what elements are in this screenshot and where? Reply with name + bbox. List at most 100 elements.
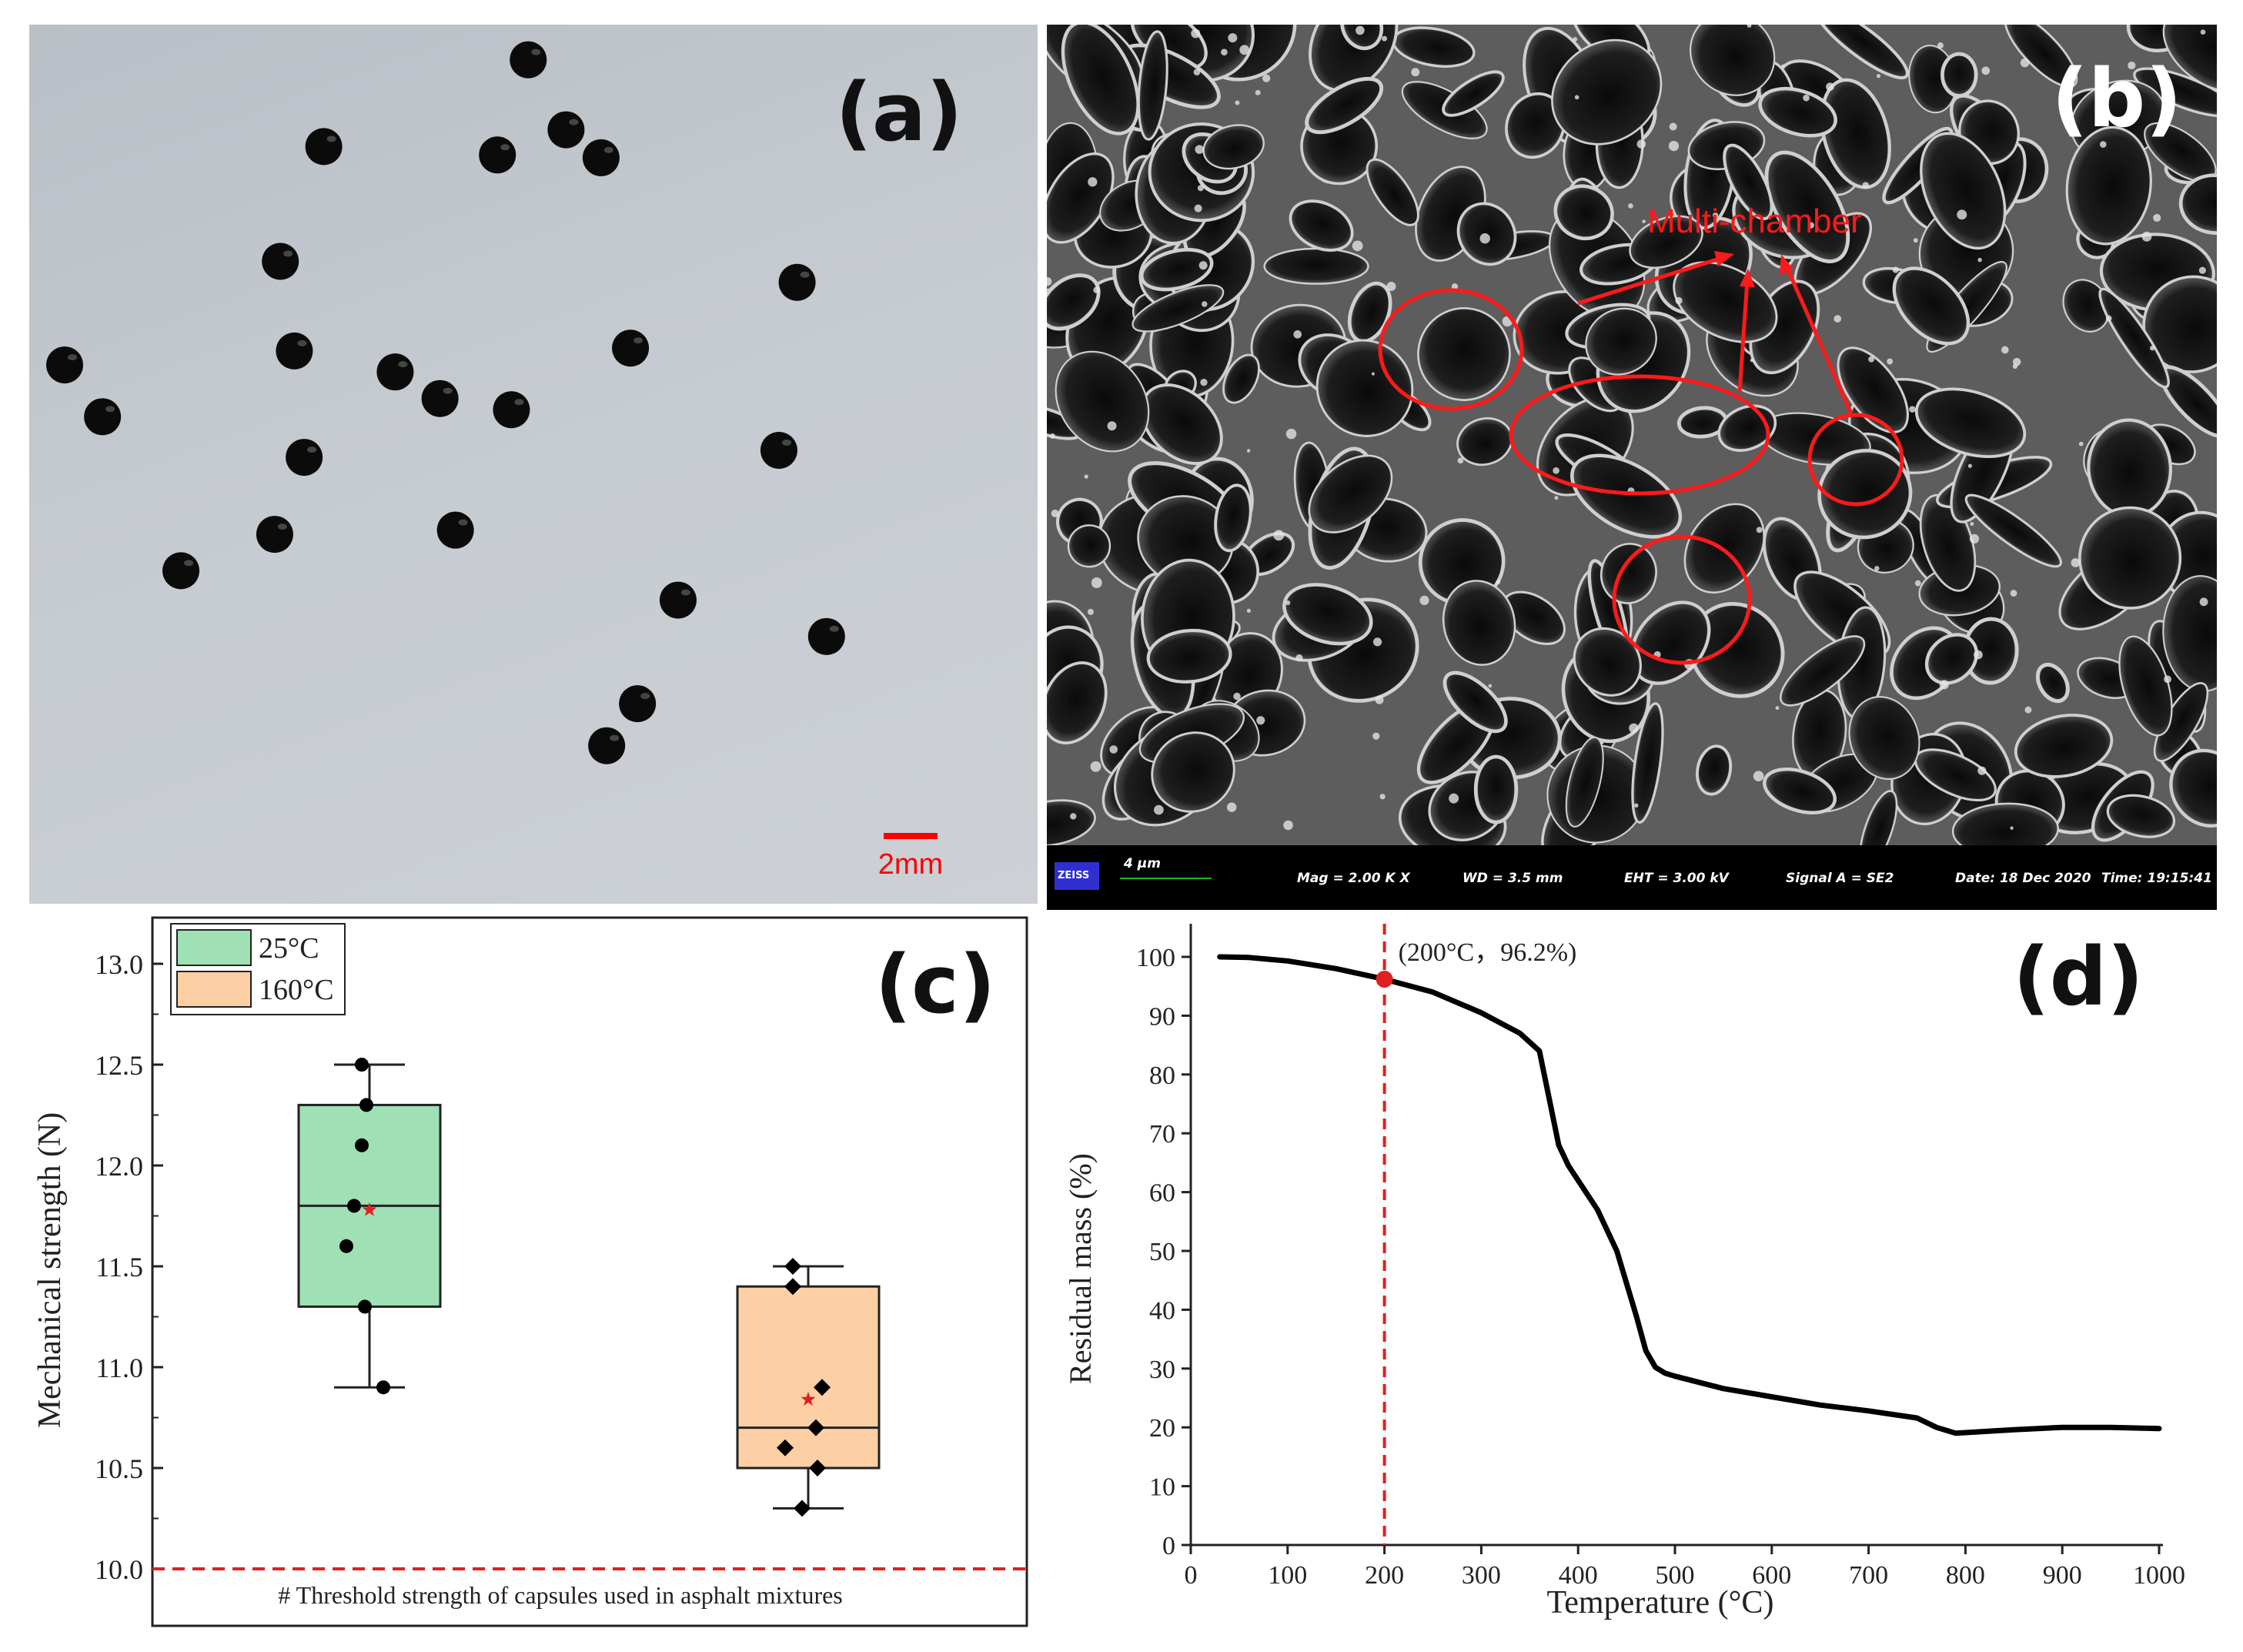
pore — [1047, 661, 1108, 745]
y-tick-label: 13.0 — [95, 949, 143, 980]
particle — [1194, 204, 1202, 212]
particle — [1675, 296, 1683, 305]
legend-label: 25°C — [259, 932, 319, 965]
panel-b-sem: Multi-chamber (b) ZEISS 4 μm Mag = 2.00 … — [1047, 25, 2217, 910]
pore — [1442, 670, 1508, 734]
data-point — [355, 1138, 369, 1152]
bead-highlight — [277, 523, 287, 530]
y-tick-label: 80 — [1149, 1062, 1175, 1090]
panel-a-photo: 2mm (a) — [29, 25, 1038, 904]
tga-curve — [1217, 954, 2162, 1436]
x-tick-label: 300 — [1462, 1561, 1501, 1590]
pore — [1137, 30, 1168, 141]
particle — [1449, 793, 1459, 804]
y-tick-label: 0 — [1162, 1532, 1175, 1560]
x-tick-label: 1000 — [2133, 1561, 2185, 1590]
bead-highlight — [680, 589, 690, 596]
particle — [1874, 566, 1880, 571]
particle — [1246, 608, 1251, 613]
bead-highlight — [68, 354, 78, 361]
particle — [1419, 595, 1429, 606]
panel-a-label: (a) — [835, 65, 962, 159]
pore — [1214, 483, 1252, 553]
pore — [1940, 52, 1978, 98]
pore — [1848, 696, 1920, 780]
pore — [1565, 736, 1604, 828]
particle — [1191, 28, 1201, 38]
multi-chamber-label: Multi-chamber — [1647, 202, 1862, 240]
particle — [1379, 794, 1386, 800]
bead — [510, 41, 547, 79]
y-tick-label: 10 — [1149, 1473, 1175, 1502]
particle — [1047, 277, 1052, 286]
bead — [436, 511, 474, 549]
particle — [1202, 301, 1208, 307]
particle — [1193, 69, 1201, 75]
pore — [1282, 583, 1373, 646]
y-tick-label: 10.0 — [95, 1554, 143, 1585]
particle — [1633, 803, 1639, 808]
bead — [276, 332, 313, 370]
data-point — [355, 1058, 369, 1072]
arrow-line-3 — [1783, 263, 1854, 415]
pore — [1553, 184, 1614, 241]
pore — [1837, 346, 1910, 433]
particle — [1496, 579, 1501, 584]
chamber-circle-1 — [1378, 288, 1524, 411]
particle — [1553, 467, 1559, 474]
particle — [1228, 33, 1238, 43]
data-point — [809, 1460, 826, 1476]
particle — [2001, 346, 2009, 354]
x-axis-title: Temperature (°C) — [1547, 1585, 1774, 1620]
particle — [1197, 185, 1204, 192]
pore — [1340, 25, 1384, 51]
chamber-circle-4 — [1612, 534, 1752, 665]
pore — [1202, 124, 1265, 170]
data-point — [784, 1258, 801, 1275]
y-tick-label: 70 — [1149, 1120, 1175, 1149]
particle — [1070, 813, 1077, 820]
bead-highlight — [500, 144, 510, 151]
y-tick-label: 90 — [1149, 1002, 1175, 1031]
particle — [1892, 266, 1899, 273]
particle — [1226, 802, 1237, 812]
pore — [1570, 453, 1683, 539]
pore — [1813, 25, 1909, 80]
pore — [2035, 663, 2070, 704]
tga-chart: 0 100 200 300 400 500 600 700 800 900 1000 0 10 20 30 4… — [1063, 924, 2185, 1620]
bead-highlight — [398, 361, 408, 368]
pore — [1417, 307, 1511, 401]
bead — [46, 346, 84, 384]
x-tick-label: 200 — [1365, 1561, 1404, 1590]
pore — [1047, 273, 1101, 331]
y-tick-label: 12.5 — [95, 1050, 143, 1081]
particle — [1382, 35, 1388, 42]
particle — [1355, 25, 1365, 35]
bead-highlight — [184, 560, 194, 567]
particle — [1090, 761, 1101, 772]
particle — [1807, 222, 1814, 229]
mean-marker — [801, 1391, 816, 1406]
data-point — [347, 1199, 361, 1213]
particle — [1084, 474, 1088, 479]
x-tick-label: 700 — [1849, 1561, 1888, 1590]
particle — [1200, 379, 1208, 386]
arrow-line-1 — [1577, 255, 1725, 306]
particle — [1668, 140, 1680, 152]
particle — [1747, 25, 1752, 28]
y-tick-label: 100 — [1136, 944, 1175, 972]
y-axis-title: Mechanical strength (N) — [32, 1112, 68, 1429]
tga-line — [1217, 954, 2162, 1436]
bead — [376, 353, 414, 391]
x-tick-label: 600 — [1752, 1561, 1791, 1590]
pore — [2014, 714, 2114, 778]
pore — [1631, 702, 1664, 824]
particle — [1488, 684, 1493, 688]
pore — [1289, 199, 1354, 252]
pore — [1305, 76, 1384, 135]
pore — [1689, 25, 1776, 96]
particle — [1273, 530, 1285, 541]
bead-highlight — [640, 693, 650, 700]
bead — [547, 111, 585, 149]
particle — [2099, 141, 2107, 148]
